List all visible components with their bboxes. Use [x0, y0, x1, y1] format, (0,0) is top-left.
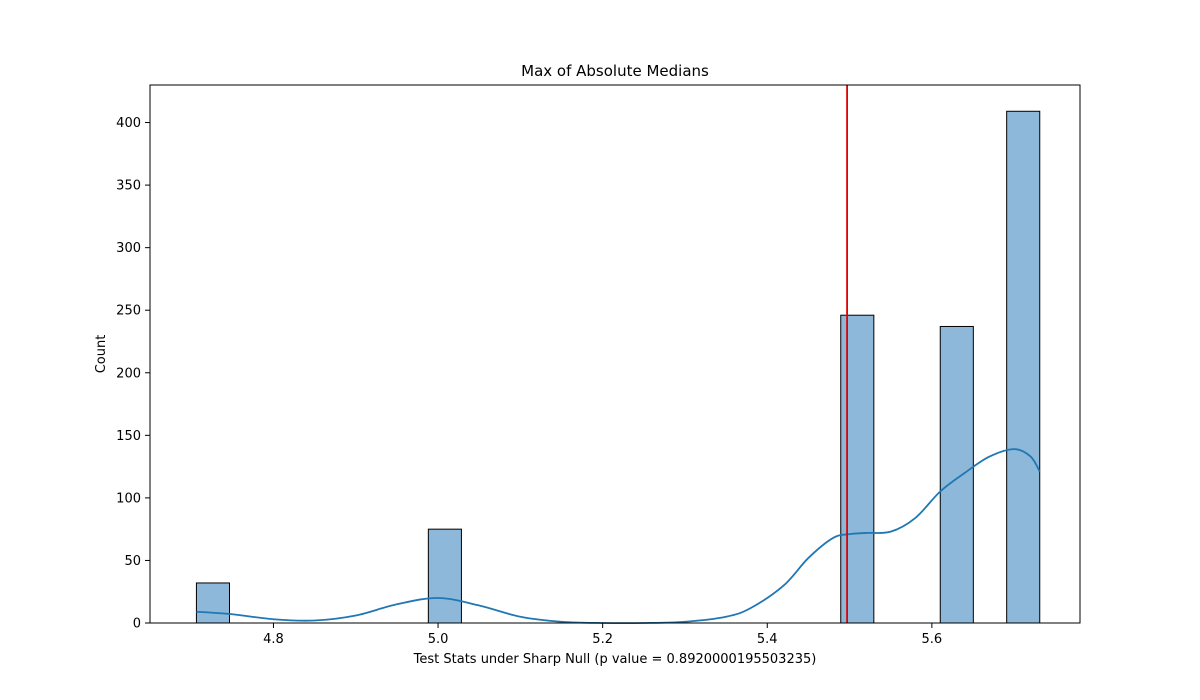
histogram-bar-4: [1006, 110, 1041, 624]
x-tick-label: 5.2: [592, 632, 613, 647]
x-tick-label: 4.8: [263, 632, 284, 647]
y-tick-label: 50: [124, 554, 141, 569]
x-tick-label: 5.4: [757, 632, 778, 647]
x-tick-label: 5.0: [428, 632, 449, 647]
y-tick-label: 350: [116, 179, 141, 194]
histogram-bar-3: [939, 325, 974, 624]
y-tick-label: 300: [116, 241, 141, 256]
y-tick-label: 100: [116, 491, 141, 506]
axes-layer: 4.8 5.0 5.2 5.4 5.6 0 50 100 150 200 250 300 350 400: [116, 84, 1081, 647]
histogram-bar-1: [427, 528, 462, 624]
y-tick-label: 250: [116, 304, 141, 319]
y-tick-label: 200: [116, 366, 141, 381]
histogram-bar-2: [840, 314, 875, 624]
y-tick-label: 400: [116, 116, 141, 131]
bars-layer: [195, 110, 1041, 624]
x-axis-label: Test Stats under Sharp Null (p value = 0…: [413, 652, 817, 667]
histogram-bar-0: [195, 582, 231, 624]
kde-layer: [196, 448, 1041, 625]
y-tick-label: 0: [133, 617, 141, 632]
chart-title: Max of Absolute Medians: [521, 62, 709, 80]
x-tick-label: 5.6: [922, 632, 943, 647]
kde-line: [196, 448, 1041, 625]
y-axis-label: Count: [94, 335, 109, 374]
plot-frame: [149, 84, 1081, 624]
y-tick-label: 150: [116, 429, 141, 444]
